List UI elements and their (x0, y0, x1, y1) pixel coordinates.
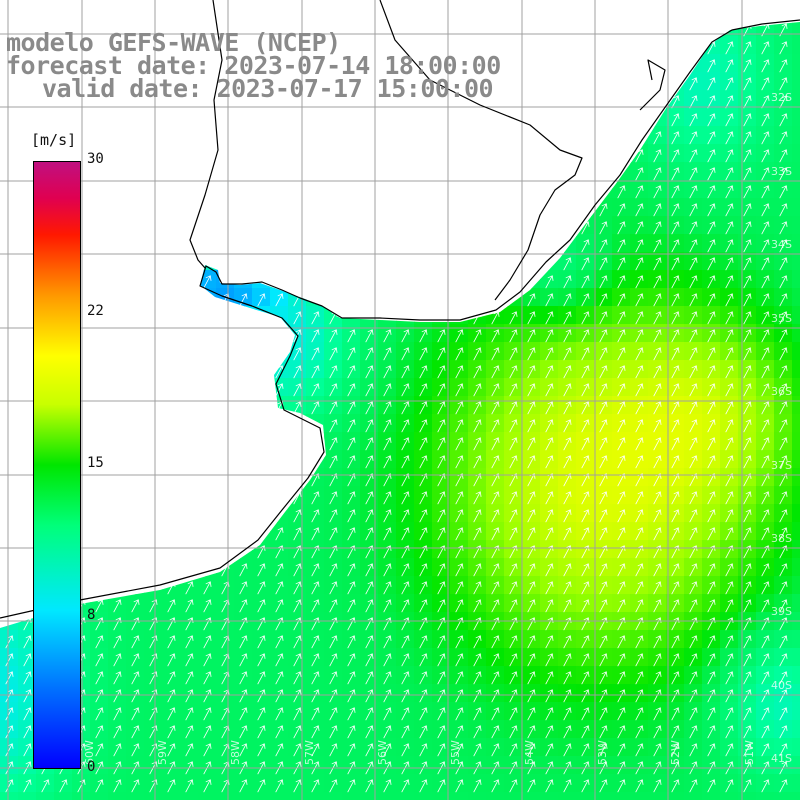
lat-label: 36S (771, 385, 792, 398)
lat-label: 41S (771, 752, 792, 765)
lon-label: 57W (303, 740, 316, 765)
lon-label: 59W (156, 740, 169, 765)
colorbar-tick-30: 30 (87, 151, 104, 167)
inlet-shore (639, 59, 666, 111)
lat-label: 32S (771, 91, 792, 104)
lon-label: 53W (596, 740, 609, 765)
forecast-date: forecast date: 2023-07-14 18:00:00 (6, 51, 501, 80)
wind-arrows (5, 23, 788, 793)
colorbar-tick-15: 15 (87, 455, 104, 471)
lon-label: 58W (229, 740, 242, 765)
lon-label: 51W (743, 740, 756, 765)
lon-label: 56W (376, 740, 389, 765)
lat-label: 39S (771, 605, 792, 618)
lat-label: 34S (771, 238, 792, 251)
colorbar-tick-0: 0 (87, 759, 96, 775)
lagoon-shore (379, 0, 583, 301)
lon-label: 55W (449, 740, 462, 765)
model-title: modelo GEFS-WAVE (NCEP) (6, 28, 341, 57)
lon-label: 60W (83, 740, 96, 765)
lat-label: 37S (771, 459, 792, 472)
lat-label: 38S (771, 532, 792, 545)
sea-coastline (0, 19, 800, 619)
lat-label: 40S (771, 679, 792, 692)
colorbar-tick-22: 22 (87, 303, 104, 319)
river-border (189, 0, 223, 269)
lat-label: 35S (771, 312, 792, 325)
lon-label: 54W (523, 740, 536, 765)
colorbar-tick-8: 8 (87, 607, 96, 623)
coastline (0, 0, 800, 619)
colorbar-unit: [m/s] (31, 131, 77, 149)
valid-date: valid date: 2023-07-17 15:00:00 (42, 74, 494, 103)
axis-labels: 32S 33S 34S 35S 36S 37S 38S 39S 40S 41S 60W 59W 58W 5… (83, 91, 792, 765)
lat-label: 33S (771, 165, 792, 178)
lon-label: 52W (669, 740, 682, 765)
colorbar (33, 161, 81, 769)
